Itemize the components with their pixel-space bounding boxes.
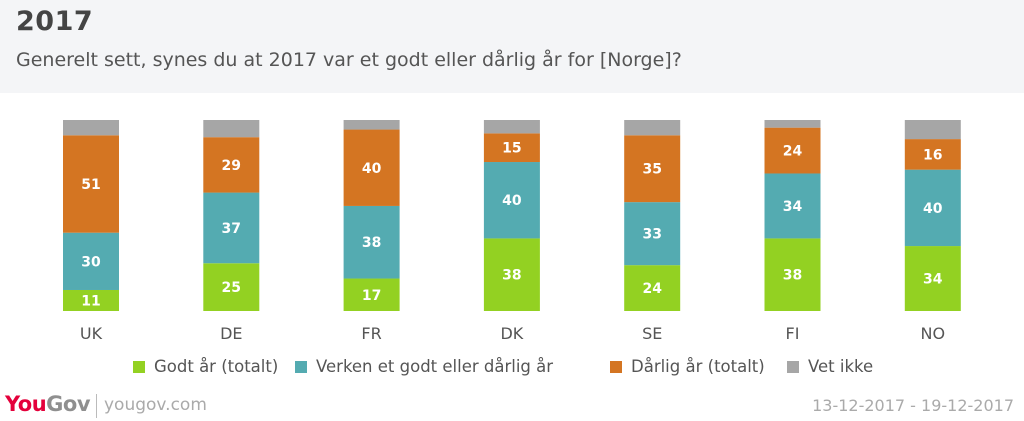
bar-segment-fi-1 [764, 173, 821, 239]
data-label: 34 [783, 199, 803, 215]
bar-segment-uk-0 [63, 289, 119, 311]
bar-segment-uk-3 [63, 120, 119, 136]
data-label: 16 [923, 147, 942, 163]
data-label: 34 [923, 272, 943, 288]
category-label: FR [361, 324, 381, 343]
legend-label: Vet ikke [808, 357, 874, 376]
bar-segment-dk-3 [483, 120, 540, 134]
bar-segment-dk-2 [483, 133, 540, 163]
bar-segment-fr-0 [343, 278, 400, 311]
legend-label: Godt år (totalt) [154, 357, 279, 376]
legend-swatch [133, 360, 145, 373]
bar-segment-fi-2 [764, 127, 821, 174]
legend-swatch [787, 360, 799, 373]
bar-segment-fi-3 [764, 120, 821, 128]
data-label: 24 [642, 281, 662, 297]
data-label: 30 [81, 254, 101, 270]
data-label: 51 [81, 177, 100, 193]
bar-segment-no-3 [904, 120, 961, 140]
legend-item: Godt år (totalt) [133, 357, 278, 376]
bar-segment-se-3 [624, 120, 681, 136]
data-label: 15 [502, 141, 521, 157]
bar-segment-de-2 [203, 137, 260, 193]
data-label: 29 [222, 158, 241, 174]
data-label: 40 [923, 201, 943, 217]
data-label: 37 [222, 221, 241, 237]
yougov-logo: YouGov [5, 392, 91, 416]
category-label: UK [80, 324, 103, 343]
bar-segment-no-0 [904, 246, 961, 311]
data-label: 11 [81, 293, 100, 309]
bar-segment-se-0 [624, 265, 681, 311]
footer-url: yougov.com [104, 395, 207, 415]
bar-segment-fr-1 [343, 205, 400, 279]
data-label: 35 [642, 162, 661, 178]
logo-gov-text: Gov [46, 392, 91, 416]
bar-segment-de-3 [203, 120, 260, 138]
legend-item: Dårlig år (totalt) [610, 357, 765, 376]
legend-item: Verken et godt eller dårlig år [295, 357, 553, 376]
bar-segment-dk-1 [483, 162, 540, 239]
chart-subtitle: Generelt sett, synes du at 2017 var et g… [16, 49, 682, 71]
category-label: DK [500, 324, 523, 343]
logo-you-text: You [5, 392, 47, 416]
legend-swatch [295, 360, 307, 373]
category-label: DE [220, 324, 242, 343]
category-label: SE [642, 324, 662, 343]
bar-segment-se-2 [624, 135, 681, 203]
data-label: 33 [642, 227, 661, 243]
data-label: 40 [502, 193, 522, 209]
data-label: 38 [362, 235, 381, 251]
bar-segment-de-1 [203, 192, 260, 264]
footer-divider [96, 394, 97, 418]
legend-item: Vet ikke [787, 357, 873, 376]
bar-segment-se-1 [624, 202, 681, 266]
data-label: 24 [783, 144, 803, 160]
legend-label: Dårlig år (totalt) [631, 357, 765, 376]
data-label: 17 [362, 288, 381, 304]
legend: Godt år (totalt) Verken et godt eller dår… [0, 357, 1024, 381]
bar-segment-fr-3 [343, 120, 400, 130]
category-label: FI [786, 324, 800, 343]
chart-title: 2017 [16, 6, 94, 37]
chart-header: 2017 Generelt sett, synes du at 2017 var… [0, 0, 1024, 93]
bar-segment-no-1 [904, 169, 961, 247]
legend-label: Verken et godt eller dårlig år [316, 357, 554, 376]
bar-segment-fi-0 [764, 238, 821, 311]
bar-segment-uk-2 [63, 135, 119, 233]
bar-segment-no-2 [904, 139, 961, 170]
category-label: NO [921, 324, 946, 343]
data-label: 38 [502, 268, 521, 284]
data-label: 38 [783, 268, 802, 284]
bar-segment-uk-1 [63, 232, 119, 290]
data-label: 25 [222, 280, 241, 296]
footer-date-range: 13-12-2017 - 19-12-2017 [812, 396, 1014, 415]
legend-swatch [610, 360, 622, 373]
data-label: 40 [362, 161, 382, 177]
bar-segment-dk-0 [483, 238, 540, 311]
bar-segment-fr-2 [343, 129, 400, 206]
bar-segment-de-0 [203, 263, 260, 311]
